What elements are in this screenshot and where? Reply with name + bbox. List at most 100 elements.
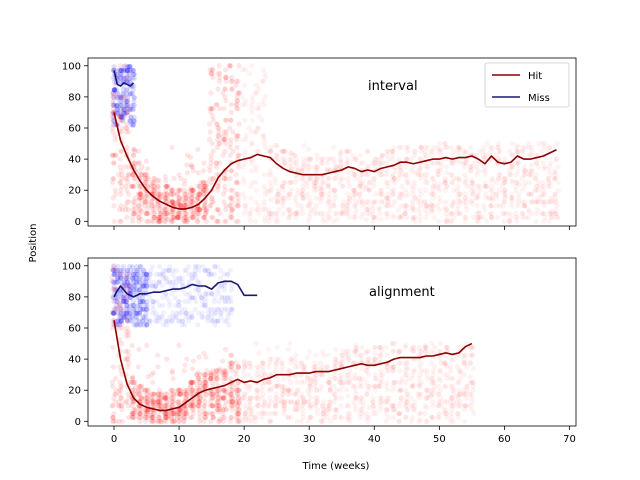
hit-scatter-point <box>129 183 135 189</box>
hit-scatter-point <box>142 199 148 205</box>
hit-scatter-point <box>229 364 235 370</box>
miss-scatter-point <box>124 302 130 309</box>
hit-scatter-point <box>111 395 117 401</box>
hit-scatter-point <box>324 414 330 421</box>
hit-scatter-point <box>435 160 441 166</box>
hit-scatter-point <box>110 267 116 273</box>
hit-scatter-point <box>519 148 525 154</box>
hit-scatter-point <box>217 407 223 413</box>
hit-scatter-point <box>110 129 116 135</box>
hit-scatter-point <box>221 414 228 421</box>
legend-hit-label: Hit <box>528 71 542 82</box>
miss-scatter-point <box>137 298 143 305</box>
hit-scatter-point <box>155 399 161 405</box>
hit-scatter-point <box>209 410 215 417</box>
hit-scatter-point <box>510 164 516 170</box>
hit-scatter-point <box>265 387 272 393</box>
miss-scatter-point <box>200 302 206 309</box>
miss-scatter-point <box>228 298 234 305</box>
hit-scatter-point <box>201 214 207 221</box>
hit-scatter-point <box>157 395 163 401</box>
miss-scatter-point <box>146 279 152 285</box>
hit-scatter-point <box>516 191 522 197</box>
hit-scatter-point <box>425 375 431 382</box>
hit-scatter-point <box>176 195 182 201</box>
hit-scatter-point <box>268 187 274 193</box>
hit-scatter-point <box>184 195 190 201</box>
hit-scatter-point <box>416 168 422 174</box>
miss-scatter-point <box>121 110 127 116</box>
hit-scatter-point <box>338 148 344 154</box>
hit-scatter-point <box>178 407 184 413</box>
hit-scatter-point <box>275 191 282 197</box>
hit-scatter-point <box>201 205 207 211</box>
miss-scatter-point <box>164 318 170 324</box>
hit-scatter-point <box>339 183 345 189</box>
hit-scatter-point <box>318 418 324 424</box>
hit-scatter-point <box>149 418 155 424</box>
miss-scatter-point <box>120 110 126 116</box>
hit-scatter-point <box>398 395 404 401</box>
hit-scatter-point <box>152 203 158 209</box>
hit-scatter-point <box>399 191 405 197</box>
hit-scatter-point <box>346 348 352 354</box>
miss-scatter-point <box>136 287 142 293</box>
miss-scatter-point <box>224 306 230 312</box>
miss-scatter-point <box>180 318 186 324</box>
miss-scatter-point <box>149 283 155 289</box>
miss-scatter-point <box>127 279 134 285</box>
hit-scatter-point <box>214 121 220 127</box>
hit-scatter-point <box>174 191 180 197</box>
hit-scatter-point <box>347 368 353 374</box>
miss-scatter-point <box>117 67 123 74</box>
miss-scatter-point <box>144 322 150 328</box>
hit-scatter-point <box>435 148 441 154</box>
hit-scatter-point <box>189 187 195 193</box>
miss-scatter-point <box>127 75 133 81</box>
hit-scatter-point <box>292 364 298 370</box>
hit-scatter-point <box>143 199 149 205</box>
hit-scatter-point <box>267 395 273 401</box>
hit-scatter-point <box>385 399 391 405</box>
hit-scatter-point <box>194 210 200 217</box>
miss-scatter-point <box>163 267 169 274</box>
hit-scatter-point <box>262 372 268 378</box>
hit-scatter-point <box>437 187 443 193</box>
hit-scatter-point <box>482 154 488 160</box>
hit-scatter-point <box>481 183 487 189</box>
hit-scatter-point <box>259 387 266 393</box>
hit-scatter-point <box>178 203 184 209</box>
hit-scatter-point <box>234 403 240 409</box>
hit-scatter-point <box>265 189 272 195</box>
x-tick-label: 60 <box>498 434 511 445</box>
hit-scatter-point <box>338 210 344 217</box>
miss-scatter-point <box>124 310 130 316</box>
hit-scatter-point <box>181 414 188 421</box>
hit-scatter-point <box>438 399 444 405</box>
hit-scatter-point <box>471 344 477 351</box>
miss-scatter-point <box>157 314 164 320</box>
hit-scatter-point <box>209 199 215 205</box>
hit-scatter-point <box>182 395 188 401</box>
miss-scatter-point <box>141 314 147 320</box>
hit-scatter-point <box>493 152 499 158</box>
hit-scatter-point <box>220 90 226 96</box>
hit-scatter-point <box>326 175 332 182</box>
hit-scatter-point <box>317 187 324 193</box>
hit-scatter-point <box>402 172 409 178</box>
hit-scatter-point <box>460 360 467 366</box>
hit-scatter-point <box>182 191 188 197</box>
hit-scatter-point <box>149 414 156 421</box>
hit-scatter-point <box>431 379 437 386</box>
hit-scatter-point <box>266 172 272 178</box>
hit-scatter-point <box>155 218 161 224</box>
legend-miss-label: Miss <box>528 93 550 104</box>
hit-scatter-point <box>411 195 418 201</box>
hit-scatter-point <box>311 179 317 186</box>
hit-scatter-point <box>448 172 454 178</box>
hit-scatter-point <box>188 195 195 201</box>
hit-scatter-point <box>125 199 132 205</box>
hit-scatter-point <box>294 379 300 386</box>
hit-scatter-point <box>455 393 461 399</box>
hit-scatter-point <box>152 187 158 193</box>
